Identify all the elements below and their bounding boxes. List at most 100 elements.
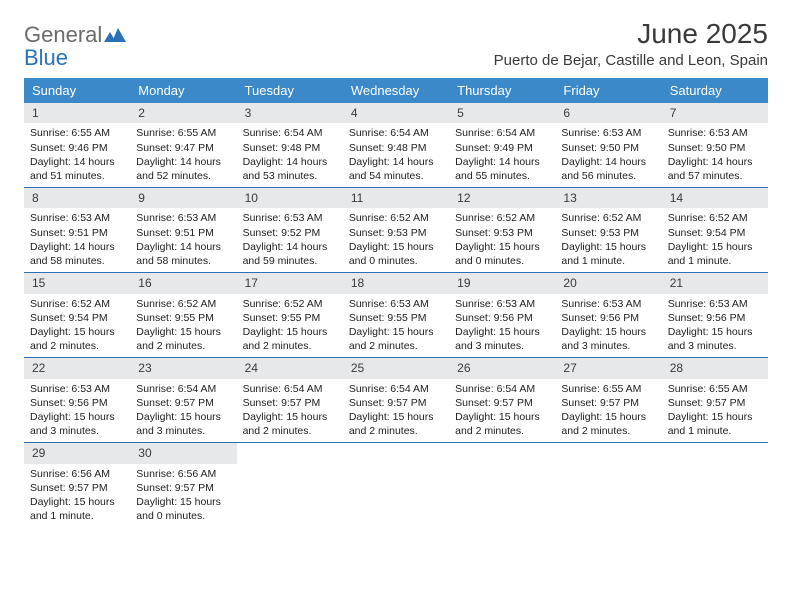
- daylight-text-2: and 55 minutes.: [455, 169, 549, 183]
- daylight-text-2: and 3 minutes.: [455, 339, 549, 353]
- sunrise-text: Sunrise: 6:54 AM: [349, 126, 443, 140]
- sunset-text: Sunset: 9:48 PM: [349, 141, 443, 155]
- sunset-text: Sunset: 9:57 PM: [349, 396, 443, 410]
- day-body: Sunrise: 6:53 AMSunset: 9:56 PMDaylight:…: [24, 379, 130, 443]
- day-cell: 21Sunrise: 6:53 AMSunset: 9:56 PMDayligh…: [662, 273, 768, 357]
- daylight-text-1: Daylight: 15 hours: [561, 240, 655, 254]
- daylight-text-1: Daylight: 14 hours: [30, 155, 124, 169]
- daylight-text-1: Daylight: 14 hours: [349, 155, 443, 169]
- sunrise-text: Sunrise: 6:53 AM: [455, 297, 549, 311]
- dayname-thu: Thursday: [449, 78, 555, 103]
- day-number: 25: [343, 358, 449, 378]
- sunrise-text: Sunrise: 6:53 AM: [561, 126, 655, 140]
- daylight-text-1: Daylight: 15 hours: [30, 495, 124, 509]
- sunset-text: Sunset: 9:46 PM: [30, 141, 124, 155]
- daylight-text-2: and 2 minutes.: [136, 339, 230, 353]
- dayname-sat: Saturday: [662, 78, 768, 103]
- day-body: Sunrise: 6:52 AMSunset: 9:55 PMDaylight:…: [237, 294, 343, 358]
- sunset-text: Sunset: 9:57 PM: [455, 396, 549, 410]
- daylight-text-2: and 2 minutes.: [243, 339, 337, 353]
- daylight-text-1: Daylight: 14 hours: [136, 155, 230, 169]
- day-cell: 29Sunrise: 6:56 AMSunset: 9:57 PMDayligh…: [24, 443, 130, 527]
- sunrise-text: Sunrise: 6:53 AM: [668, 126, 762, 140]
- daylight-text-2: and 2 minutes.: [30, 339, 124, 353]
- daylight-text-2: and 3 minutes.: [30, 424, 124, 438]
- daylight-text-2: and 1 minute.: [668, 424, 762, 438]
- day-cell: 25Sunrise: 6:54 AMSunset: 9:57 PMDayligh…: [343, 358, 449, 442]
- daylight-text-1: Daylight: 14 hours: [455, 155, 549, 169]
- daylight-text-2: and 1 minute.: [30, 509, 124, 523]
- day-number: 23: [130, 358, 236, 378]
- title-block: June 2025 Puerto de Bejar, Castille and …: [494, 18, 768, 69]
- daylight-text-2: and 2 minutes.: [561, 424, 655, 438]
- sunrise-text: Sunrise: 6:52 AM: [243, 297, 337, 311]
- sunset-text: Sunset: 9:51 PM: [136, 226, 230, 240]
- day-body: Sunrise: 6:54 AMSunset: 9:57 PMDaylight:…: [237, 379, 343, 443]
- daylight-text-1: Daylight: 15 hours: [349, 410, 443, 424]
- day-cell: 4Sunrise: 6:54 AMSunset: 9:48 PMDaylight…: [343, 103, 449, 187]
- sunset-text: Sunset: 9:57 PM: [30, 481, 124, 495]
- day-number: 5: [449, 103, 555, 123]
- daylight-text-2: and 58 minutes.: [136, 254, 230, 268]
- daylight-text-1: Daylight: 14 hours: [243, 240, 337, 254]
- day-body: Sunrise: 6:52 AMSunset: 9:54 PMDaylight:…: [662, 208, 768, 272]
- day-body: Sunrise: 6:52 AMSunset: 9:53 PMDaylight:…: [343, 208, 449, 272]
- day-number: 16: [130, 273, 236, 293]
- day-body: Sunrise: 6:53 AMSunset: 9:51 PMDaylight:…: [24, 208, 130, 272]
- daylight-text-1: Daylight: 15 hours: [349, 325, 443, 339]
- sunset-text: Sunset: 9:57 PM: [136, 396, 230, 410]
- sunrise-text: Sunrise: 6:52 AM: [455, 211, 549, 225]
- sunrise-text: Sunrise: 6:55 AM: [136, 126, 230, 140]
- header: General Blue June 2025 Puerto de Bejar, …: [24, 18, 768, 70]
- daylight-text-1: Daylight: 14 hours: [243, 155, 337, 169]
- day-body: Sunrise: 6:56 AMSunset: 9:57 PMDaylight:…: [24, 464, 130, 528]
- sunset-text: Sunset: 9:57 PM: [243, 396, 337, 410]
- sunset-text: Sunset: 9:50 PM: [668, 141, 762, 155]
- day-body: Sunrise: 6:53 AMSunset: 9:50 PMDaylight:…: [662, 123, 768, 187]
- sunset-text: Sunset: 9:54 PM: [668, 226, 762, 240]
- day-number: 29: [24, 443, 130, 463]
- daylight-text-2: and 0 minutes.: [349, 254, 443, 268]
- daylight-text-2: and 58 minutes.: [30, 254, 124, 268]
- day-cell: 22Sunrise: 6:53 AMSunset: 9:56 PMDayligh…: [24, 358, 130, 442]
- sunrise-text: Sunrise: 6:55 AM: [668, 382, 762, 396]
- daylight-text-2: and 53 minutes.: [243, 169, 337, 183]
- day-cell: 12Sunrise: 6:52 AMSunset: 9:53 PMDayligh…: [449, 188, 555, 272]
- day-number: 30: [130, 443, 236, 463]
- sunrise-text: Sunrise: 6:54 AM: [136, 382, 230, 396]
- day-body: Sunrise: 6:54 AMSunset: 9:57 PMDaylight:…: [130, 379, 236, 443]
- day-number: 6: [555, 103, 661, 123]
- sunset-text: Sunset: 9:57 PM: [136, 481, 230, 495]
- day-body: Sunrise: 6:54 AMSunset: 9:48 PMDaylight:…: [237, 123, 343, 187]
- daylight-text-1: Daylight: 15 hours: [455, 325, 549, 339]
- daylight-text-1: Daylight: 15 hours: [136, 495, 230, 509]
- day-body: Sunrise: 6:55 AMSunset: 9:47 PMDaylight:…: [130, 123, 236, 187]
- sunset-text: Sunset: 9:47 PM: [136, 141, 230, 155]
- day-number: 12: [449, 188, 555, 208]
- day-number: 22: [24, 358, 130, 378]
- dayname-fri: Friday: [555, 78, 661, 103]
- day-number: 19: [449, 273, 555, 293]
- week-row: 1Sunrise: 6:55 AMSunset: 9:46 PMDaylight…: [24, 103, 768, 188]
- sunset-text: Sunset: 9:54 PM: [30, 311, 124, 325]
- sunset-text: Sunset: 9:50 PM: [561, 141, 655, 155]
- daylight-text-2: and 57 minutes.: [668, 169, 762, 183]
- empty-cell: [555, 443, 661, 527]
- sunset-text: Sunset: 9:57 PM: [561, 396, 655, 410]
- logo-mark-icon: [104, 26, 126, 47]
- daylight-text-1: Daylight: 14 hours: [136, 240, 230, 254]
- day-cell: 14Sunrise: 6:52 AMSunset: 9:54 PMDayligh…: [662, 188, 768, 272]
- day-body: Sunrise: 6:52 AMSunset: 9:53 PMDaylight:…: [449, 208, 555, 272]
- daylight-text-2: and 2 minutes.: [349, 339, 443, 353]
- daylight-text-1: Daylight: 15 hours: [136, 410, 230, 424]
- sunrise-text: Sunrise: 6:52 AM: [668, 211, 762, 225]
- dayname-tue: Tuesday: [237, 78, 343, 103]
- daylight-text-2: and 1 minute.: [668, 254, 762, 268]
- day-number: 10: [237, 188, 343, 208]
- sunset-text: Sunset: 9:56 PM: [30, 396, 124, 410]
- daylight-text-1: Daylight: 15 hours: [243, 410, 337, 424]
- day-cell: 19Sunrise: 6:53 AMSunset: 9:56 PMDayligh…: [449, 273, 555, 357]
- day-body: Sunrise: 6:54 AMSunset: 9:57 PMDaylight:…: [449, 379, 555, 443]
- sunrise-text: Sunrise: 6:52 AM: [136, 297, 230, 311]
- daylight-text-1: Daylight: 15 hours: [561, 325, 655, 339]
